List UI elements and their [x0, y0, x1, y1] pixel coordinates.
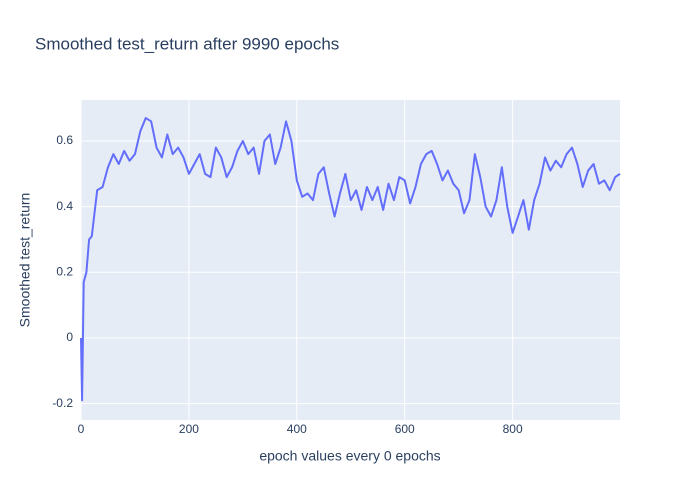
- chart-title: Smoothed test_return after 9990 epochs: [35, 34, 339, 53]
- plot-area: [81, 100, 620, 420]
- y-tick-label: -0.2: [52, 396, 73, 410]
- y-axis-title: Smoothed test_return: [17, 193, 33, 328]
- x-tick-label: 600: [395, 422, 415, 436]
- y-tick-label: 0.2: [56, 264, 73, 278]
- x-tick-label: 400: [287, 422, 307, 436]
- x-tick-label: 200: [179, 422, 199, 436]
- x-tick-label: 0: [78, 422, 85, 436]
- y-tick-label: 0.4: [56, 199, 73, 213]
- data-line: [80, 117, 621, 402]
- x-tick-label: 800: [503, 422, 523, 436]
- y-tick-label: 0.6: [56, 133, 73, 147]
- y-tick-label: 0: [66, 330, 73, 344]
- x-axis-title: epoch values every 0 epochs: [259, 448, 440, 464]
